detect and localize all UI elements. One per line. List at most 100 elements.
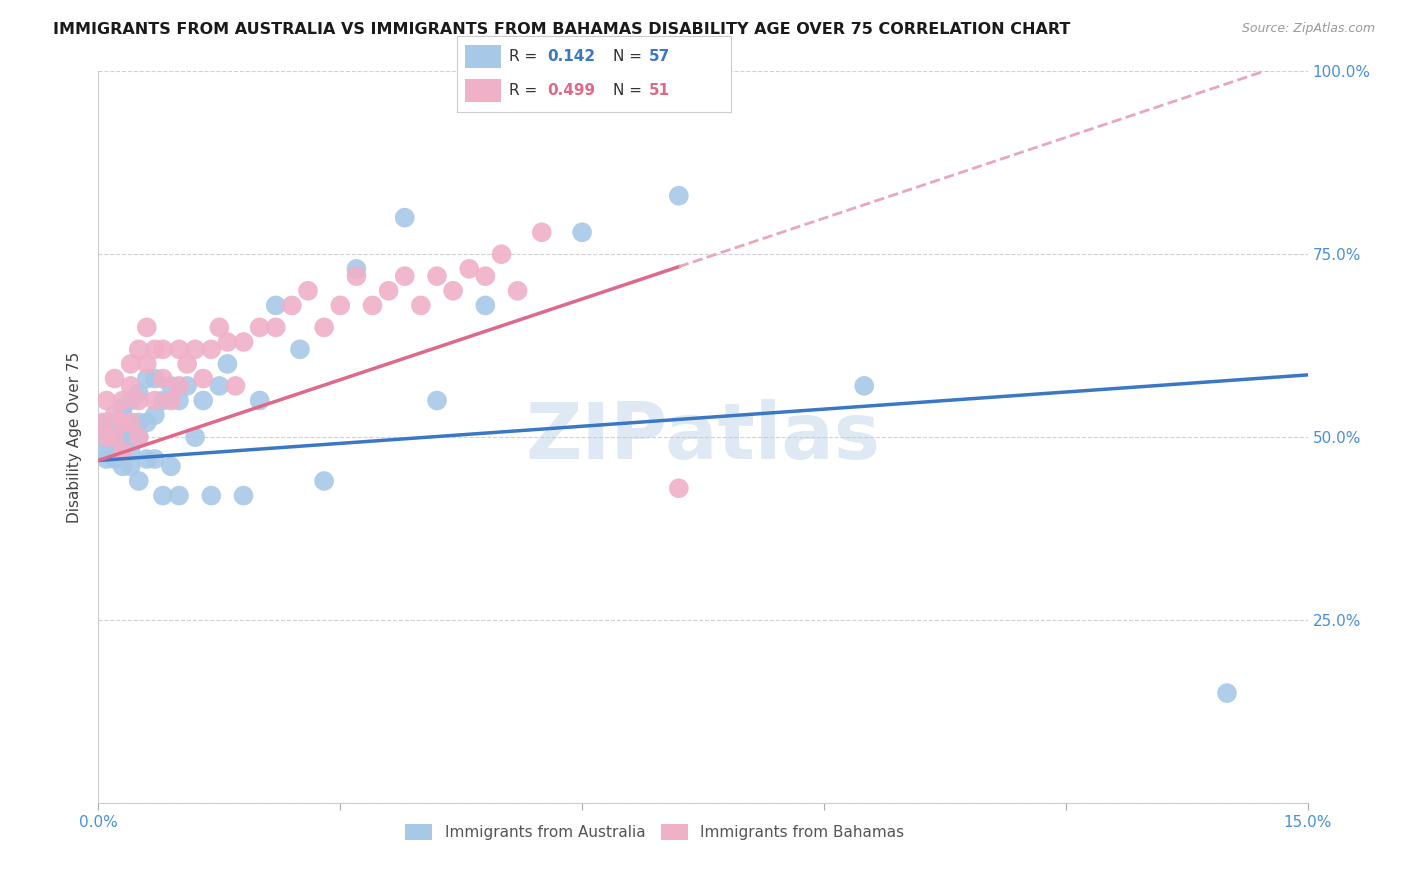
Point [264, 320, 287, 334]
Point [249, 320, 271, 334]
Text: R =: R = [509, 83, 543, 98]
Point [91, 430, 114, 444]
Point [176, 379, 198, 393]
Point [193, 371, 215, 385]
Point [668, 188, 690, 202]
Point [314, 474, 336, 488]
Point [100, 437, 122, 451]
Text: ZIPatlas: ZIPatlas [526, 399, 880, 475]
Point [103, 452, 125, 467]
Point [128, 474, 150, 488]
Point [264, 298, 287, 312]
Point [152, 343, 174, 357]
Point [853, 379, 876, 393]
Point [143, 452, 166, 467]
Point [103, 430, 125, 444]
Point [426, 393, 449, 408]
Y-axis label: Disability Age Over 75: Disability Age Over 75 [67, 351, 83, 523]
Point [103, 444, 125, 458]
Point [152, 489, 174, 503]
Point [111, 393, 134, 408]
Point [96, 393, 118, 408]
Point [297, 284, 319, 298]
Point [474, 298, 496, 312]
Point [128, 416, 150, 430]
Point [167, 379, 190, 393]
Text: IMMIGRANTS FROM AUSTRALIA VS IMMIGRANTS FROM BAHAMAS DISABILITY AGE OVER 75 CORR: IMMIGRANTS FROM AUSTRALIA VS IMMIGRANTS … [53, 22, 1071, 37]
Point [103, 430, 125, 444]
Point [103, 416, 125, 430]
Point [281, 298, 304, 312]
Point [176, 357, 198, 371]
Point [224, 379, 246, 393]
Point [96, 444, 118, 458]
Point [128, 430, 150, 444]
Point [111, 401, 134, 415]
Point [200, 489, 222, 503]
Point [96, 416, 118, 430]
Point [152, 393, 174, 408]
Point [361, 298, 384, 312]
Text: R =: R = [509, 49, 543, 63]
Point [167, 393, 190, 408]
Point [120, 430, 142, 444]
Point [111, 444, 134, 458]
Point [571, 225, 593, 239]
Point [135, 357, 157, 371]
Point [441, 284, 464, 298]
Point [103, 423, 125, 437]
Point [394, 269, 416, 284]
Text: N =: N = [613, 49, 647, 63]
Point [232, 334, 254, 349]
Point [329, 298, 352, 312]
Point [344, 269, 367, 284]
Point [394, 211, 416, 225]
Point [96, 430, 118, 444]
Point [249, 393, 271, 408]
Point [96, 430, 118, 444]
Point [120, 393, 142, 408]
Point [217, 334, 239, 349]
Text: N =: N = [613, 83, 647, 98]
Point [377, 284, 399, 298]
Point [111, 430, 134, 444]
Text: 0.499: 0.499 [547, 83, 596, 98]
Point [426, 269, 449, 284]
Point [135, 452, 157, 467]
Point [491, 247, 513, 261]
Point [167, 489, 190, 503]
Point [96, 452, 118, 467]
Point [193, 393, 215, 408]
Point [128, 393, 150, 408]
Point [111, 416, 134, 430]
Point [184, 430, 207, 444]
Point [458, 261, 481, 276]
Point [135, 371, 157, 385]
Point [120, 379, 142, 393]
Point [200, 343, 222, 357]
Point [184, 343, 207, 357]
Bar [465, 78, 501, 102]
Point [120, 416, 142, 430]
Legend: Immigrants from Australia, Immigrants from Bahamas: Immigrants from Australia, Immigrants fr… [399, 818, 911, 847]
Point [103, 371, 125, 385]
Point [128, 430, 150, 444]
Point [506, 284, 529, 298]
Point [152, 371, 174, 385]
Point [217, 357, 239, 371]
Point [120, 459, 142, 474]
Point [474, 269, 496, 284]
Point [1216, 686, 1239, 700]
Point [103, 408, 125, 422]
Point [314, 320, 336, 334]
Point [160, 459, 183, 474]
Point [111, 408, 134, 422]
Point [409, 298, 432, 312]
Point [135, 416, 157, 430]
Point [128, 386, 150, 401]
Point [96, 430, 118, 444]
Point [111, 416, 134, 430]
Text: Source: ZipAtlas.com: Source: ZipAtlas.com [1241, 22, 1375, 36]
Point [120, 444, 142, 458]
Bar [465, 45, 501, 68]
